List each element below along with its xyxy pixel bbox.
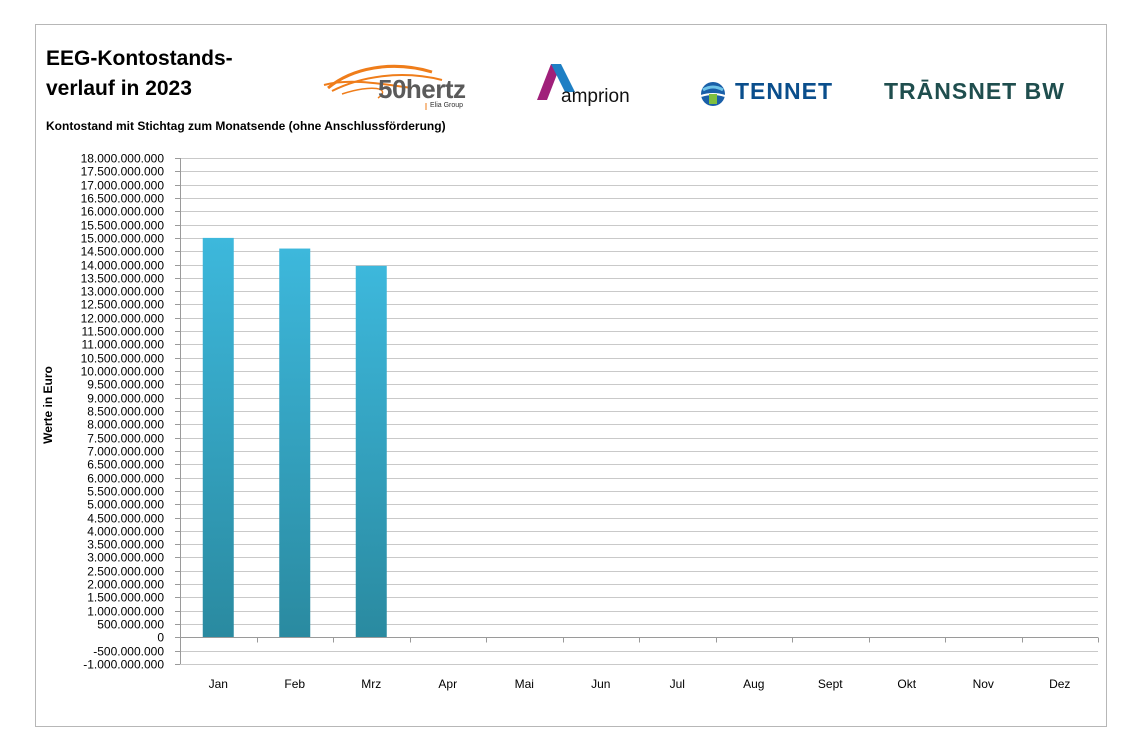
y-tick-label: 13.000.000.000 xyxy=(81,285,165,299)
y-tick-label: 3.500.000.000 xyxy=(87,538,164,552)
bar-mrz xyxy=(355,265,387,638)
y-tick-label: 4.500.000.000 xyxy=(87,512,164,526)
amprion-wordmark: amprion xyxy=(561,86,630,107)
transnetbw-logo: TRĀNSNET BW xyxy=(884,78,1074,108)
y-tick-label: 13.500.000.000 xyxy=(81,272,165,286)
y-tick-label: 14.500.000.000 xyxy=(81,245,165,259)
y-tick-label: 15.000.000.000 xyxy=(81,232,165,246)
tennet-globe-logo-icon xyxy=(700,82,726,106)
x-tick-labels: Jan Feb Mrz Apr Mai Jun Jul Aug Sept Okt Nov Dez xyxy=(209,677,1071,691)
y-tick-label: 4.000.000.000 xyxy=(87,525,164,539)
gridlines xyxy=(180,158,1098,665)
x-tick-label: Jan xyxy=(209,677,228,691)
y-tick-label: 2.500.000.000 xyxy=(87,565,164,579)
y-tick-label: -1.000.000.000 xyxy=(83,658,164,672)
bar-feb xyxy=(279,248,311,638)
y-tick-labels: 18.000.000.00017.500.000.00017.000.000.0… xyxy=(81,152,165,672)
y-tick-label: 9.500.000.000 xyxy=(87,378,164,392)
y-tick-label: 11.500.000.000 xyxy=(81,325,164,339)
x-tick-label: Jul xyxy=(670,677,685,691)
y-tick-label: 500.000.000 xyxy=(97,618,164,632)
y-tick-label: 1.000.000.000 xyxy=(87,605,164,619)
elia-group-tagline: Elia Group xyxy=(430,102,464,109)
x-tick-label: Feb xyxy=(284,677,305,691)
y-tick-label: 14.000.000.000 xyxy=(81,259,165,273)
y-tick-label: 15.500.000.000 xyxy=(81,219,165,233)
x-tick-label: Dez xyxy=(1049,677,1070,691)
bars xyxy=(202,237,387,638)
y-tick-label: 17.000.000.000 xyxy=(81,179,165,193)
x-tick-label: Mrz xyxy=(361,677,381,691)
50hertz-wordmark: 50hertz xyxy=(378,74,466,104)
y-tick-label: 3.000.000.000 xyxy=(87,551,164,565)
y-tick-label: 18.000.000.000 xyxy=(81,152,165,166)
y-tick-label: 8.000.000.000 xyxy=(87,418,164,432)
50hertz-logo: 50hertz Elia Group xyxy=(322,58,482,114)
amprion-logo: amprion xyxy=(533,62,653,110)
x-tick-label: Aug xyxy=(743,677,764,691)
y-tick-label: 12.500.000.000 xyxy=(81,298,165,312)
transnetbw-wordmark: TRĀNSNET BW xyxy=(884,78,1065,104)
chart-title: EEG-Kontostands- verlauf in 2023 xyxy=(46,47,233,100)
y-tick-label: 2.000.000.000 xyxy=(87,578,164,592)
bar-jan xyxy=(202,237,234,638)
tennet-wordmark: TENNET xyxy=(735,78,833,104)
x-tick-label: Mai xyxy=(515,677,534,691)
y-tick-label: 10.500.000.000 xyxy=(81,352,165,366)
amprion-a-logo-icon xyxy=(537,64,575,100)
50hertz-swirl-logo-icon xyxy=(323,64,443,110)
y-tick-label: 7.000.000.000 xyxy=(87,445,164,459)
y-tick-label: 10.000.000.000 xyxy=(81,365,165,379)
tennet-logo: TENNET xyxy=(697,78,837,110)
x-tick-label: Jun xyxy=(591,677,610,691)
axes xyxy=(175,158,1099,665)
x-tick-label: Apr xyxy=(438,677,457,691)
y-tick-label: 12.000.000.000 xyxy=(81,312,165,326)
y-tick-label: 0 xyxy=(157,631,164,645)
chart-subtitle: Kontostand mit Stichtag zum Monatsende (… xyxy=(46,119,446,133)
y-tick-label: 7.500.000.000 xyxy=(87,432,164,446)
y-tick-label: 1.500.000.000 xyxy=(87,591,164,605)
y-tick-label: 5.500.000.000 xyxy=(87,485,164,499)
x-tick-label: Okt xyxy=(897,677,916,691)
y-tick-label: -500.000.000 xyxy=(93,645,164,659)
y-tick-label: 16.500.000.000 xyxy=(81,192,165,206)
x-tick-label: Sept xyxy=(818,677,843,691)
y-tick-label: 8.500.000.000 xyxy=(87,405,164,419)
y-tick-label: 17.500.000.000 xyxy=(81,165,165,179)
y-tick-label: 11.000.000.000 xyxy=(81,338,164,352)
y-tick-label: 5.000.000.000 xyxy=(87,498,164,512)
y-tick-label: 6.000.000.000 xyxy=(87,472,164,486)
y-tick-label: 6.500.000.000 xyxy=(87,458,164,472)
y-tick-label: 16.000.000.000 xyxy=(81,205,165,219)
y-tick-label: 9.000.000.000 xyxy=(87,392,164,406)
x-tick-label: Nov xyxy=(973,677,994,691)
